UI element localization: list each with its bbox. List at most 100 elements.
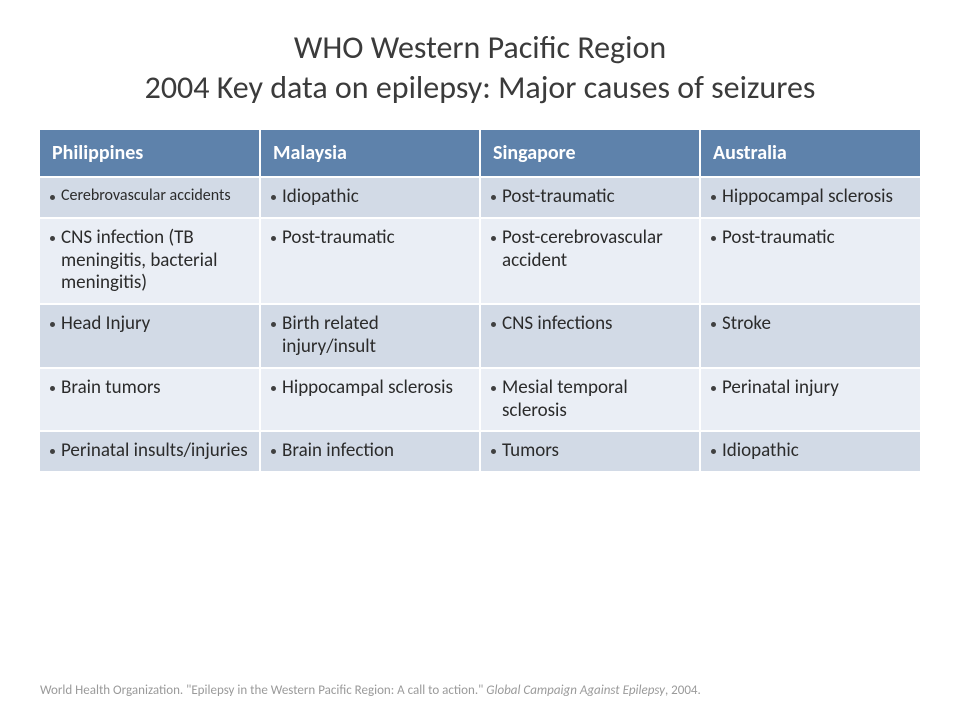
cell-text: Post-traumatic bbox=[722, 227, 910, 250]
cell-text: Perinatal insults/injuries bbox=[61, 440, 249, 463]
table-row: Brain tumors Hippocampal sclerosis Mesial … bbox=[40, 368, 920, 432]
table-cell: Tumors bbox=[480, 431, 700, 471]
bullet-cell: Cerebrovascular accidents bbox=[50, 186, 249, 205]
table-cell: Perinatal insults/injuries bbox=[40, 431, 260, 471]
cell-text: Perinatal injury bbox=[722, 377, 910, 400]
table-cell: Idiopathic bbox=[700, 431, 920, 471]
table-cell: Post-traumatic bbox=[700, 218, 920, 304]
table-cell: Brain tumors bbox=[40, 368, 260, 432]
bullet-icon bbox=[50, 449, 55, 454]
table-cell: CNS infections bbox=[480, 304, 700, 368]
bullet-icon bbox=[50, 236, 55, 241]
table-cell: Stroke bbox=[700, 304, 920, 368]
bullet-cell: Mesial temporal sclerosis bbox=[491, 377, 689, 423]
cell-text: Brain infection bbox=[282, 440, 469, 463]
table-cell: Post-traumatic bbox=[260, 218, 480, 304]
bullet-cell: CNS infections bbox=[491, 313, 689, 336]
title-line-1: WHO Western Pacific Region bbox=[40, 28, 920, 68]
table-cell: Idiopathic bbox=[260, 177, 480, 218]
bullet-cell: Head Injury bbox=[50, 313, 249, 336]
table-row: CNS infection (TB meningitis, bacterial … bbox=[40, 218, 920, 304]
table-cell: Mesial temporal sclerosis bbox=[480, 368, 700, 432]
cell-text: Mesial temporal sclerosis bbox=[502, 377, 689, 423]
cell-text: Idiopathic bbox=[282, 186, 469, 209]
table-cell: Birth related injury/insult bbox=[260, 304, 480, 368]
citation: World Health Organization. "Epilepsy in … bbox=[40, 663, 920, 700]
cell-text: Birth related injury/insult bbox=[282, 313, 469, 359]
citation-italic: Global Campaign Against Epilepsy bbox=[486, 683, 665, 698]
bullet-cell: Post-traumatic bbox=[271, 227, 469, 250]
bullet-cell: Idiopathic bbox=[271, 186, 469, 209]
bullet-cell: Birth related injury/insult bbox=[271, 313, 469, 359]
bullet-icon bbox=[271, 322, 276, 327]
table-cell: Hippocampal sclerosis bbox=[700, 177, 920, 218]
bullet-icon bbox=[711, 322, 716, 327]
bullet-cell: Perinatal insults/injuries bbox=[50, 440, 249, 463]
bullet-icon bbox=[711, 195, 716, 200]
bullet-cell: Post-cerebrovascular accident bbox=[491, 227, 689, 273]
table-cell: Perinatal injury bbox=[700, 368, 920, 432]
col-header: Malaysia bbox=[260, 130, 480, 177]
bullet-cell: Post-traumatic bbox=[711, 227, 910, 250]
bullet-icon bbox=[491, 195, 496, 200]
table-cell: Post-traumatic bbox=[480, 177, 700, 218]
citation-prefix: World Health Organization. "Epilepsy in … bbox=[40, 683, 486, 698]
table-cell: CNS infection (TB meningitis, bacterial … bbox=[40, 218, 260, 304]
bullet-cell: Post-traumatic bbox=[491, 186, 689, 209]
bullet-cell: Hippocampal sclerosis bbox=[711, 186, 910, 209]
bullet-icon bbox=[491, 449, 496, 454]
bullet-cell: Brain tumors bbox=[50, 377, 249, 400]
cell-text: Post-traumatic bbox=[282, 227, 469, 250]
bullet-cell: Hippocampal sclerosis bbox=[271, 377, 469, 400]
table-header-row: Philippines Malaysia Singapore Australia bbox=[40, 130, 920, 177]
cell-text: CNS infection (TB meningitis, bacterial … bbox=[61, 227, 249, 295]
cell-text: Post-cerebrovascular accident bbox=[502, 227, 689, 273]
cell-text: Brain tumors bbox=[61, 377, 249, 400]
table-cell: Cerebrovascular accidents bbox=[40, 177, 260, 218]
bullet-icon bbox=[271, 236, 276, 241]
bullet-icon bbox=[491, 236, 496, 241]
bullet-icon bbox=[711, 449, 716, 454]
table-cell: Head Injury bbox=[40, 304, 260, 368]
table-row: Perinatal insults/injuries Brain infectio… bbox=[40, 431, 920, 471]
cell-text: Hippocampal sclerosis bbox=[722, 186, 910, 209]
col-header: Australia bbox=[700, 130, 920, 177]
bullet-cell: Stroke bbox=[711, 313, 910, 336]
bullet-cell: CNS infection (TB meningitis, bacterial … bbox=[50, 227, 249, 295]
cell-text: Idiopathic bbox=[722, 440, 910, 463]
bullet-cell: Tumors bbox=[491, 440, 689, 463]
table-cell: Hippocampal sclerosis bbox=[260, 368, 480, 432]
bullet-icon bbox=[271, 195, 276, 200]
data-table: Philippines Malaysia Singapore Australia… bbox=[40, 130, 920, 471]
table-body: Cerebrovascular accidents Idiopathic Post-… bbox=[40, 177, 920, 471]
bullet-icon bbox=[271, 449, 276, 454]
col-header: Singapore bbox=[480, 130, 700, 177]
bullet-icon bbox=[711, 236, 716, 241]
cell-text: Post-traumatic bbox=[502, 186, 689, 209]
bullet-cell: Brain infection bbox=[271, 440, 469, 463]
cell-text: Stroke bbox=[722, 313, 910, 336]
bullet-icon bbox=[491, 386, 496, 391]
bullet-cell: Idiopathic bbox=[711, 440, 910, 463]
slide-container: WHO Western Pacific Region 2004 Key data… bbox=[0, 0, 960, 720]
table-row: Cerebrovascular accidents Idiopathic Post-… bbox=[40, 177, 920, 218]
table-row: Head Injury Birth related injury/insult CN… bbox=[40, 304, 920, 368]
col-header: Philippines bbox=[40, 130, 260, 177]
bullet-icon bbox=[711, 386, 716, 391]
cell-text: Hippocampal sclerosis bbox=[282, 377, 469, 400]
bullet-cell: Perinatal injury bbox=[711, 377, 910, 400]
bullet-icon bbox=[491, 322, 496, 327]
bullet-icon bbox=[50, 322, 55, 327]
bullet-icon bbox=[50, 386, 55, 391]
table-cell: Brain infection bbox=[260, 431, 480, 471]
bullet-icon bbox=[271, 386, 276, 391]
cell-text: Tumors bbox=[502, 440, 689, 463]
table-cell: Post-cerebrovascular accident bbox=[480, 218, 700, 304]
citation-suffix: , 2004. bbox=[665, 683, 701, 698]
cell-text: Cerebrovascular accidents bbox=[61, 186, 249, 205]
slide-title: WHO Western Pacific Region 2004 Key data… bbox=[40, 28, 920, 108]
cell-text: CNS infections bbox=[502, 313, 689, 336]
cell-text: Head Injury bbox=[61, 313, 249, 336]
title-line-2: 2004 Key data on epilepsy: Major causes … bbox=[40, 68, 920, 108]
bullet-icon bbox=[50, 195, 55, 200]
